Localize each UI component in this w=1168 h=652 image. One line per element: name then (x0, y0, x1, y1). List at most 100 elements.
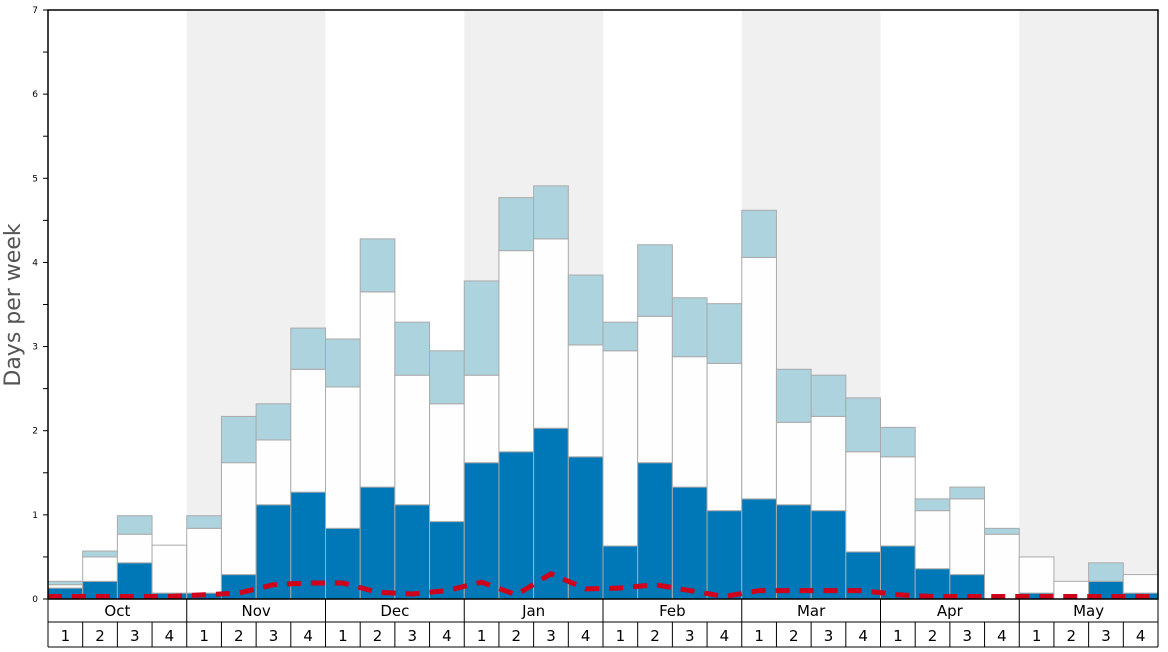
bar-light-blue (671, 297, 708, 358)
month-label: Oct (104, 602, 130, 620)
week-label: 3 (269, 627, 279, 645)
bar-light-blue (116, 515, 153, 535)
bar-light-blue (984, 527, 1020, 535)
bar-white (706, 362, 743, 512)
bar-white (741, 256, 777, 500)
bar-light-blue (533, 185, 569, 240)
week-label: 4 (165, 627, 175, 645)
bar-light-blue (463, 280, 500, 376)
bar-white (82, 556, 118, 582)
bar-light-blue (220, 415, 257, 464)
y-tick-label: 2 (32, 427, 38, 437)
bar-white (498, 250, 535, 453)
bar-white (949, 498, 986, 576)
bar-light-blue (47, 580, 84, 586)
week-label: 4 (442, 627, 452, 645)
average-line (48, 570, 1158, 600)
bar-white (186, 527, 222, 594)
bar-dark-blue (394, 504, 431, 600)
bar-white (671, 356, 708, 488)
week-label: 1 (1032, 627, 1042, 645)
week-label: 3 (546, 627, 556, 645)
bar-white (810, 415, 847, 512)
bar-light-blue (637, 244, 673, 317)
bar-white (637, 315, 673, 464)
bar-white (429, 403, 465, 523)
bar-light-blue (775, 368, 812, 423)
bar-dark-blue (463, 462, 500, 600)
bar-white (220, 462, 257, 576)
week-label: 2 (95, 627, 105, 645)
y-tick-label: 3 (32, 343, 38, 353)
week-label: 2 (1067, 627, 1077, 645)
bar-light-blue (880, 426, 916, 458)
month-label: Mar (797, 602, 826, 620)
bar-dark-blue (706, 510, 743, 600)
bar-white (47, 584, 84, 589)
bar-light-blue (914, 498, 951, 512)
month-label: Nov (241, 602, 270, 620)
bar-white (359, 291, 396, 488)
week-label: 1 (338, 627, 348, 645)
bar-dark-blue (775, 504, 812, 600)
bar-dark-blue (325, 527, 361, 600)
bar-dark-blue (359, 486, 396, 600)
week-label: 1 (61, 627, 71, 645)
week-label: 1 (199, 627, 209, 645)
bar-white (1122, 574, 1159, 594)
week-label: 4 (581, 627, 591, 645)
bar-light-blue (325, 338, 361, 388)
y-tick-label: 0 (32, 595, 38, 605)
bar-dark-blue (602, 545, 639, 600)
week-label: 3 (130, 627, 140, 645)
bar-light-blue (706, 303, 743, 364)
bar-dark-blue (116, 562, 153, 600)
bar-white (325, 386, 361, 529)
week-label: 4 (858, 627, 868, 645)
month-label: Apr (937, 602, 964, 620)
y-tick-label: 6 (32, 90, 38, 100)
bar-white (533, 238, 569, 429)
bar-dark-blue (498, 451, 535, 600)
bar-dark-blue (741, 498, 777, 600)
week-label: 4 (1136, 627, 1146, 645)
bar-white (116, 533, 153, 564)
bar-light-blue (394, 321, 431, 376)
month-shade (1019, 10, 1158, 599)
bar-light-blue (810, 374, 847, 417)
bar-white (394, 374, 431, 506)
y-axis-label: Days per week (1, 223, 26, 386)
bar-white (984, 533, 1020, 600)
bar-dark-blue (637, 462, 673, 600)
bar-light-blue (429, 350, 465, 405)
week-label: 4 (997, 627, 1007, 645)
week-label: 2 (512, 627, 522, 645)
bar-light-blue (741, 209, 777, 258)
week-label: 1 (754, 627, 764, 645)
week-label: 2 (789, 627, 799, 645)
y-tick-label: 7 (32, 6, 38, 16)
bar-white (255, 439, 292, 506)
bar-light-blue (290, 327, 326, 370)
week-label: 1 (616, 627, 626, 645)
week-label: 3 (1101, 627, 1111, 645)
bar-white (775, 421, 812, 506)
bar-white (1018, 556, 1055, 594)
y-tick-label: 1 (32, 511, 38, 521)
bar-dark-blue (671, 486, 708, 600)
bar-dark-blue (567, 456, 604, 600)
bar-white (463, 374, 500, 464)
week-label: 3 (685, 627, 695, 645)
bar-light-blue (498, 197, 535, 252)
week-label: 3 (962, 627, 972, 645)
bar-white (290, 368, 326, 493)
bar-dark-blue (880, 545, 916, 600)
y-tick-label: 4 (32, 258, 38, 268)
week-label: 2 (928, 627, 938, 645)
bar-light-blue (359, 238, 396, 293)
week-label: 2 (373, 627, 383, 645)
bar-white (151, 544, 188, 594)
week-label: 3 (824, 627, 834, 645)
week-label: 1 (893, 627, 903, 645)
